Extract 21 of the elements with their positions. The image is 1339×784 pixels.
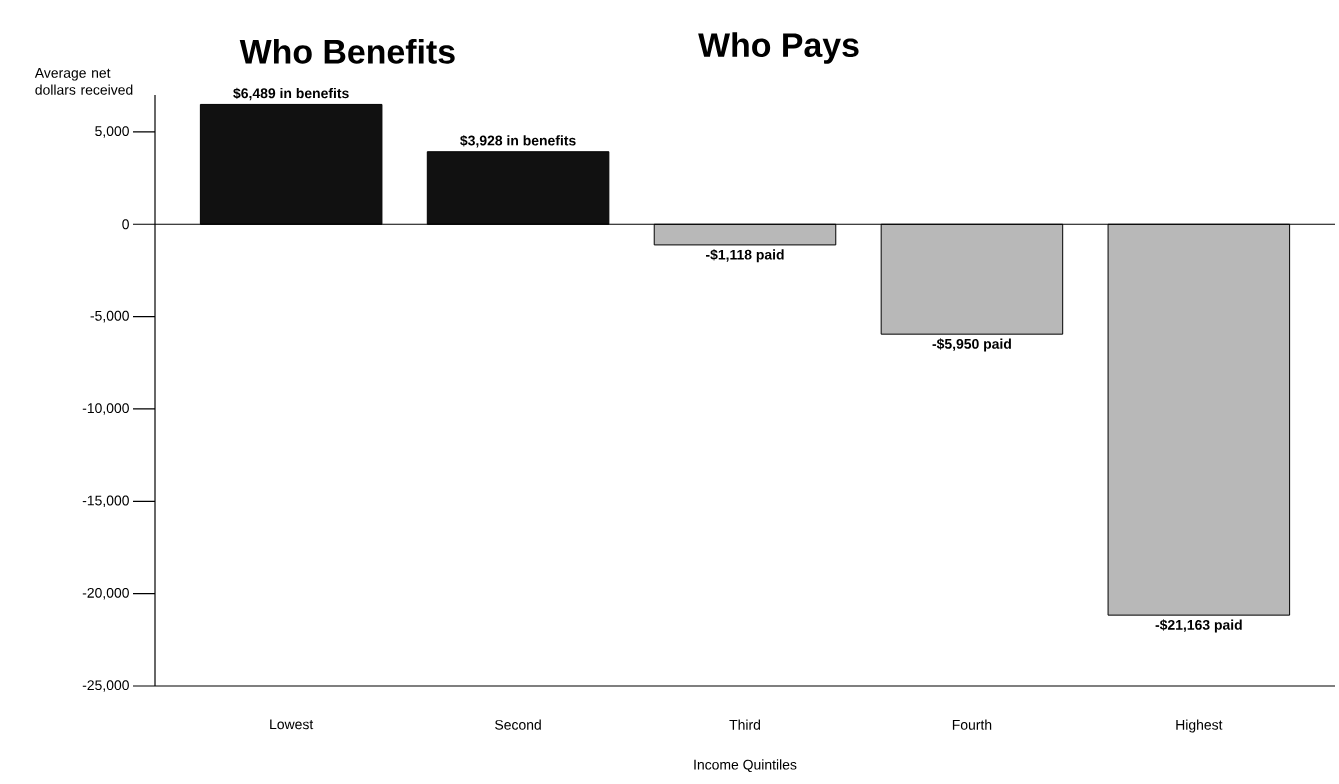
data-label: -$5,950 paid (932, 338, 1011, 352)
x-axis-title: Income Quintiles (694, 759, 797, 773)
data-label: -$21,163 paid (1155, 619, 1242, 633)
y-tick-label: -25,000 (82, 680, 129, 692)
x-tick-label: Lowest (270, 719, 314, 730)
x-tick-label: Second (495, 719, 541, 730)
text: Who Benefits (239, 38, 455, 64)
x-tick-label: Fourth (952, 719, 992, 730)
data-label: -$1,118 paid (706, 249, 784, 263)
data-label: $3,928 in benefits (460, 135, 576, 148)
y-tick-label: -10,000 (82, 403, 129, 415)
data-label: $6,489 in benefits (233, 87, 349, 101)
y-tick-label: 0 (122, 219, 129, 230)
x-tick-label: Highest (1176, 719, 1223, 733)
y-tick-label: -20,000 (82, 587, 129, 600)
y-tick-label: -15,000 (82, 495, 129, 508)
x-tick-label: Third (729, 719, 760, 730)
y-tick-label: 5,000 (95, 126, 129, 138)
text: Who Pays (698, 32, 859, 64)
y-tick-label: -5,000 (90, 310, 129, 323)
y-axis-title: Average net dollars received (34, 68, 133, 95)
